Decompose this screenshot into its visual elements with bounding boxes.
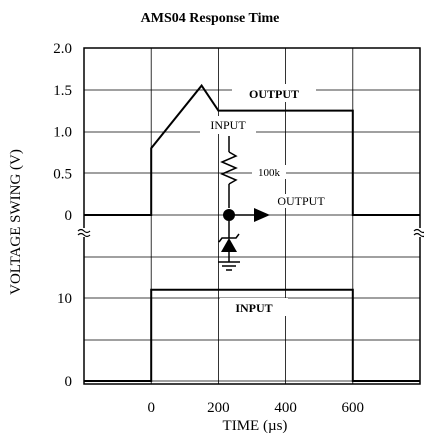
output-arrow: [254, 208, 270, 222]
y-axis-label: VOLTAGE SWING (V): [8, 149, 24, 295]
x-ticks: 0 200 400 600: [147, 400, 364, 416]
y-tick-label: 0: [65, 374, 73, 390]
y-tick-label: 0: [65, 208, 73, 224]
y-tick-label: 10: [57, 291, 72, 307]
x-tick-label: 600: [342, 400, 365, 416]
y-tick-label: 1.5: [53, 83, 72, 99]
ground-symbol: [218, 261, 240, 271]
axis-break-left: [77, 228, 91, 238]
y-tick-label: 0.5: [53, 166, 72, 182]
input-series-line: [84, 288, 420, 382]
x-tick-label: 200: [207, 400, 230, 416]
x-tick-label: 0: [147, 400, 155, 416]
x-axis-label: TIME (µs): [223, 418, 288, 434]
y-tick-label: 1.0: [53, 125, 72, 141]
output-series-label: OUTPUT: [249, 87, 299, 101]
output-series-line: [84, 83, 420, 216]
output-node: [223, 209, 235, 221]
resistor-symbol: [220, 151, 238, 185]
y-ticks-lower: 10 0: [57, 291, 72, 390]
schematic-inset: INPUT 100k OUTPUT: [200, 116, 332, 271]
chart-title: AMS04 Response Time: [141, 11, 280, 26]
resistor-value-label: 100k: [258, 167, 281, 179]
zener-symbol-triangle: [221, 238, 237, 252]
axis-break-right: [413, 228, 424, 238]
y-ticks-upper: 2.0 1.5 1.0 0.5 0: [53, 41, 72, 224]
schematic-output-label: OUTPUT: [277, 194, 325, 208]
schematic-input-label: INPUT: [210, 118, 246, 132]
x-tick-label: 400: [274, 400, 297, 416]
y-tick-label: 2.0: [53, 41, 72, 57]
input-series-label: INPUT: [235, 301, 272, 315]
